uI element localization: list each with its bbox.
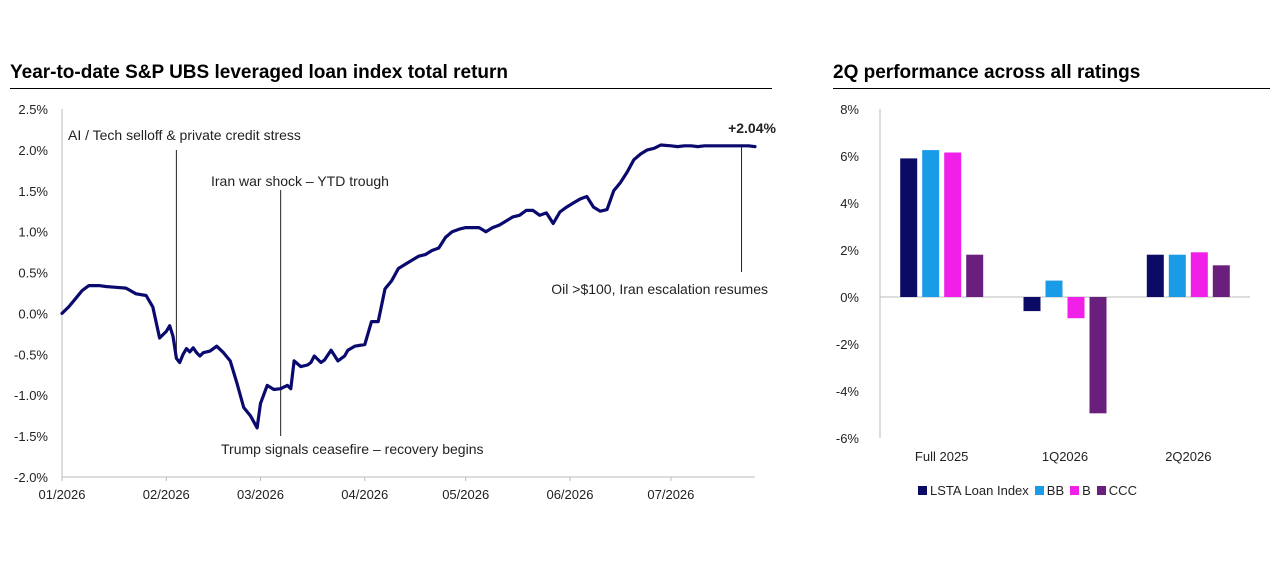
bar-1q2026-ccc <box>1089 297 1107 414</box>
line-chart-title: Year-to-date S&P UBS leveraged loan inde… <box>10 62 508 83</box>
line-chart-title-rule <box>10 88 772 89</box>
legend-label-bb: BB <box>1046 483 1065 498</box>
line-x-tick-label: 03/2026 <box>237 487 284 502</box>
bar-y-tick-label: 8% <box>840 102 859 117</box>
bar-chart-legend: LSTA Loan Index BB B CCC <box>918 483 1143 498</box>
line-y-tick-label: 1.5% <box>18 184 48 199</box>
legend-swatch-ccc <box>1096 486 1106 495</box>
legend-label-b: B <box>1082 483 1091 498</box>
line-y-tick-label: 1.0% <box>18 225 48 240</box>
bar-full-2025-b <box>944 152 962 297</box>
line-x-tick-label: 05/2026 <box>442 487 489 502</box>
end-value-label: +2.04% <box>728 120 776 136</box>
bar-y-tick-label: 4% <box>840 196 859 211</box>
bar-1q2026-b <box>1067 297 1085 319</box>
annotation-ai-selloff: AI / Tech selloff & private credit stres… <box>68 127 301 143</box>
bar-2q2026-b <box>1190 252 1208 297</box>
bar-category-label: 2Q2026 <box>1165 449 1211 464</box>
bar-y-tick-label: 6% <box>840 149 859 164</box>
line-x-tick-label: 02/2026 <box>143 487 190 502</box>
bar-full-2025-bb <box>922 150 940 297</box>
loan-index-line <box>60 143 757 430</box>
line-x-tick-label: 04/2026 <box>341 487 388 502</box>
bar-y-tick-label: -6% <box>836 431 860 446</box>
bar-category-label: Full 2025 <box>915 449 968 464</box>
bar-1q2026-bb <box>1045 280 1063 297</box>
bar-2q2026-ccc <box>1212 265 1230 297</box>
bar-chart-title: 2Q performance across all ratings <box>833 62 1141 83</box>
line-y-tick-label: 2.0% <box>18 143 48 158</box>
bar-full-2025-ccc <box>966 254 984 297</box>
line-x-tick-label: 07/2026 <box>647 487 694 502</box>
legend-swatch-b <box>1070 486 1080 495</box>
line-y-tick-label: 0.5% <box>18 266 48 281</box>
line-x-tick-label: 01/2026 <box>39 487 86 502</box>
bar-y-tick-label: 2% <box>840 243 859 258</box>
legend-item-b: B <box>1070 483 1091 498</box>
legend-item-ccc: CCC <box>1096 483 1137 498</box>
legend-label-lsta: LSTA Loan Index <box>930 483 1029 498</box>
line-y-tick-label: -1.0% <box>14 388 48 403</box>
annotation-iran-war: Iran war shock – YTD trough <box>211 173 389 189</box>
annotation-ceasefire: Trump signals ceasefire – recovery begin… <box>221 441 484 457</box>
bar-2q2026-lsta-loan-index <box>1146 254 1164 297</box>
line-x-tick-label: 06/2026 <box>546 487 593 502</box>
legend-item-bb: BB <box>1034 483 1065 498</box>
line-y-tick-label: 0.0% <box>18 306 48 321</box>
line-y-tick-label: -0.5% <box>14 347 48 362</box>
annotation-oil: Oil >$100, Iran escalation resumes <box>551 281 768 297</box>
bar-1q2026-lsta-loan-index <box>1023 297 1041 312</box>
legend-swatch-bb <box>1034 486 1044 495</box>
bar-category-label: 1Q2026 <box>1042 449 1088 464</box>
bar-chart-title-rule <box>833 88 1270 89</box>
bar-y-tick-label: -4% <box>836 384 860 399</box>
legend-item-lsta: LSTA Loan Index <box>918 483 1029 498</box>
line-y-tick-label: -2.0% <box>14 470 48 485</box>
line-y-tick-label: -1.5% <box>14 429 48 444</box>
line-chart: -2.0% -1.5% -1.0% -0.5% 0.0% 0.5% 1.0% 1.5% 2.0%… <box>14 102 776 502</box>
bar-y-tick-label: -2% <box>836 337 860 352</box>
bar-y-tick-label: 0% <box>840 290 859 305</box>
legend-label-ccc: CCC <box>1108 483 1137 498</box>
line-y-tick-label: 2.5% <box>18 102 48 117</box>
bar-full-2025-lsta-loan-index <box>900 158 918 297</box>
bar-2q2026-bb <box>1168 254 1186 297</box>
legend-swatch-lsta <box>918 486 927 495</box>
